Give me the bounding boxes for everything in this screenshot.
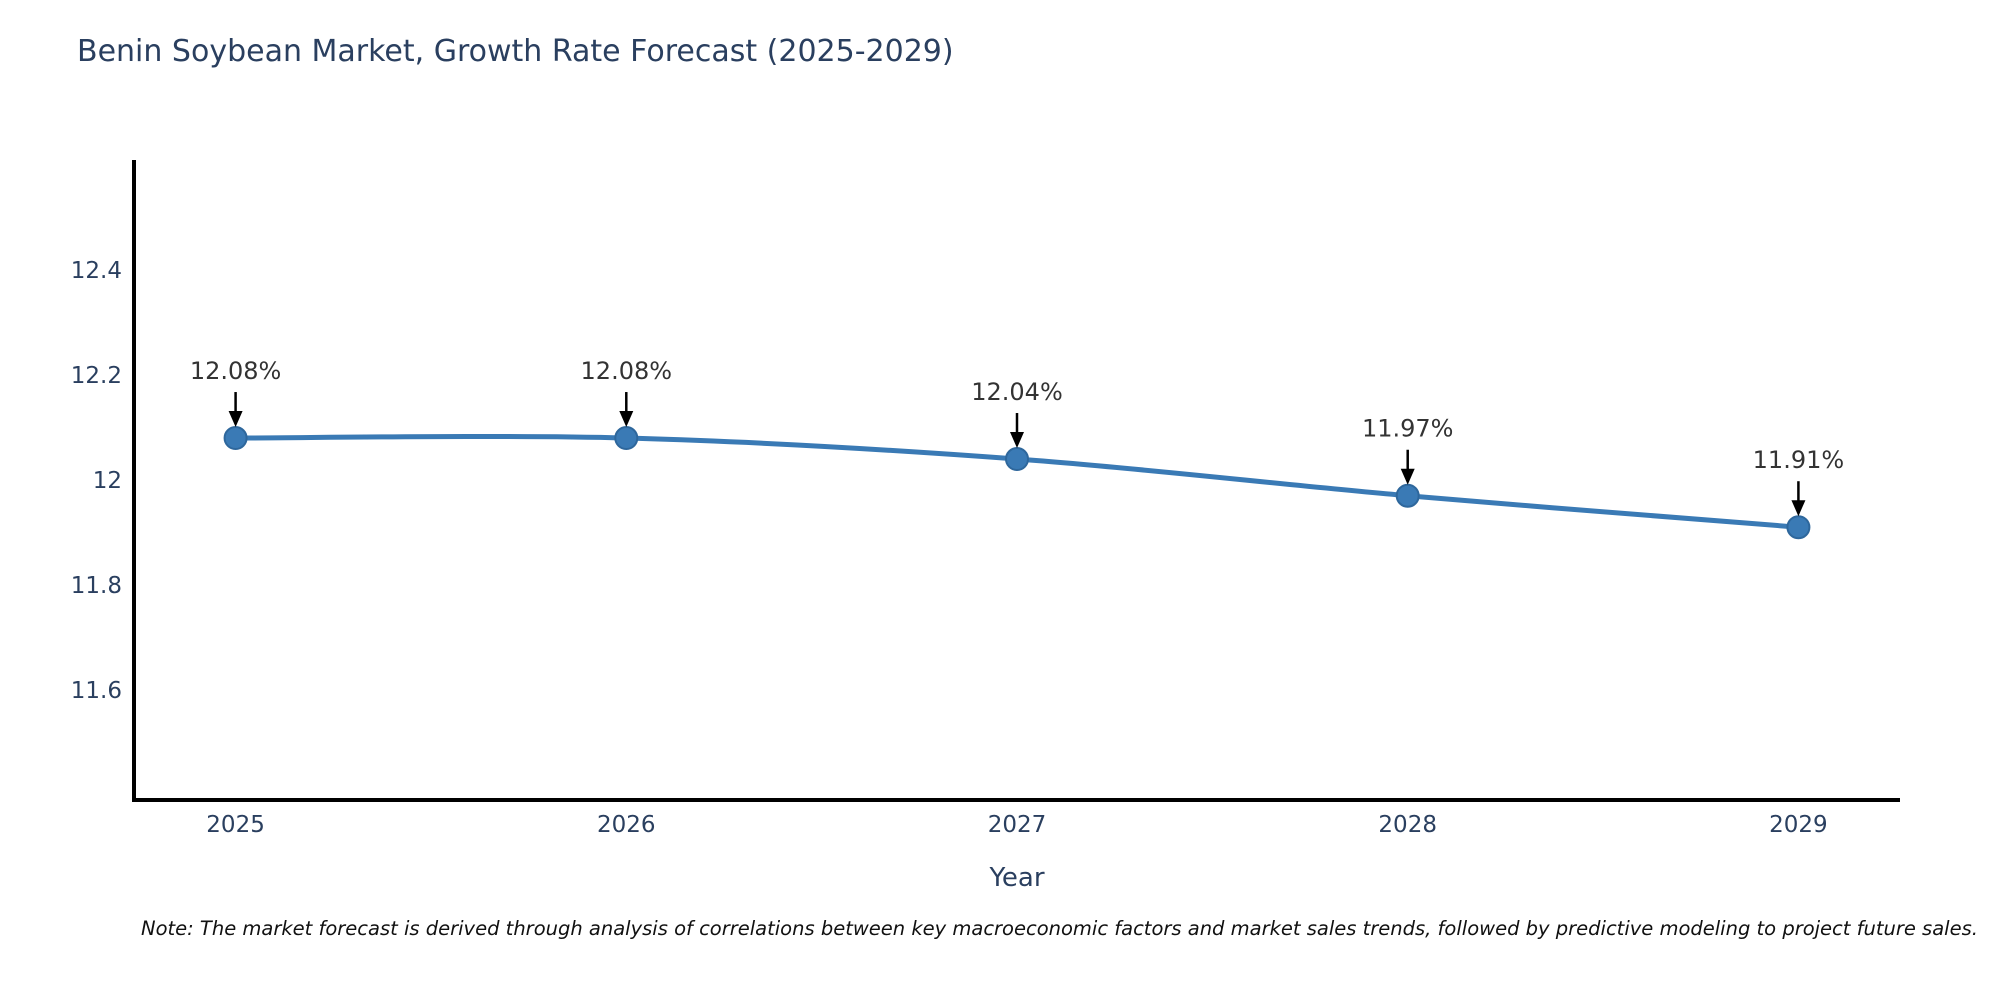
data-point-label: 12.04% bbox=[971, 378, 1063, 406]
footnote-text: Note: The market forecast is derived thr… bbox=[141, 917, 1978, 940]
annotation-arrow-head bbox=[1400, 468, 1415, 485]
annotation-arrow-head bbox=[1791, 500, 1806, 517]
data-point-marker[interactable] bbox=[1395, 483, 1420, 508]
annotation-arrow-head bbox=[619, 411, 634, 428]
data-point-marker[interactable] bbox=[1005, 447, 1029, 472]
data-point-marker[interactable] bbox=[614, 426, 639, 451]
annotation-arrow-head bbox=[228, 411, 243, 428]
x-tick-label: 2029 bbox=[1769, 812, 1828, 838]
x-tick-label: 2026 bbox=[597, 812, 656, 838]
y-tick-label: 12.4 bbox=[71, 258, 122, 284]
data-point-label: 11.91% bbox=[1753, 446, 1845, 474]
x-tick-label: 2027 bbox=[988, 812, 1047, 838]
data-point-label: 11.97% bbox=[1362, 415, 1454, 443]
x-tick-label: 2025 bbox=[206, 812, 265, 838]
data-point-label: 12.08% bbox=[190, 357, 282, 385]
y-tick-label: 12.2 bbox=[71, 363, 122, 389]
y-tick-label: 11.6 bbox=[71, 678, 122, 704]
data-point-marker[interactable] bbox=[1786, 515, 1811, 540]
axis-spines bbox=[132, 160, 1900, 802]
chart-title: Benin Soybean Market, Growth Rate Foreca… bbox=[77, 34, 954, 69]
annotation-arrow-head bbox=[1010, 432, 1024, 449]
data-point-marker[interactable] bbox=[223, 426, 248, 451]
data-point-label: 12.08% bbox=[581, 357, 673, 385]
y-tick-label: 11.8 bbox=[71, 573, 122, 599]
x-tick-label: 2028 bbox=[1378, 812, 1437, 838]
y-tick-label: 12 bbox=[93, 468, 122, 494]
x-axis-title: Year bbox=[988, 863, 1044, 893]
